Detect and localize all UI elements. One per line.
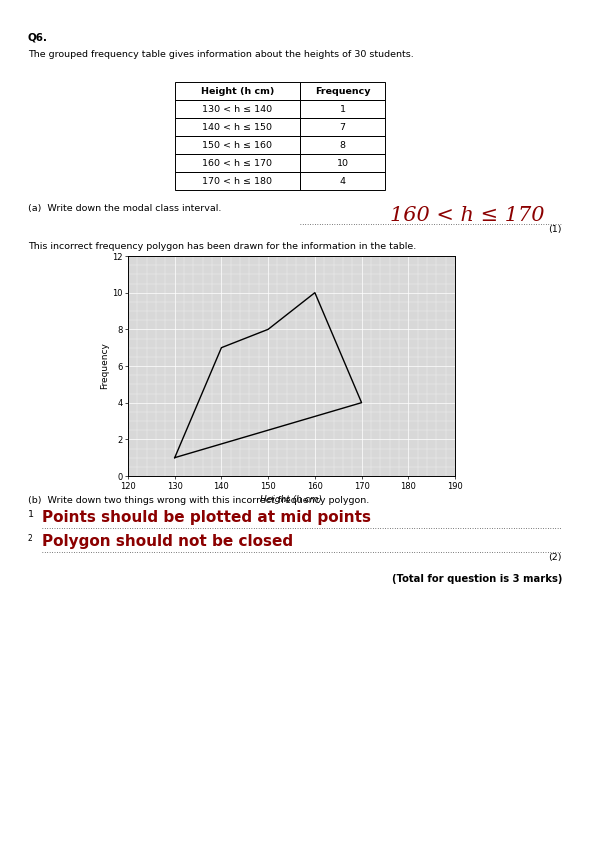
Text: Polygon should not be closed: Polygon should not be closed bbox=[42, 534, 293, 549]
Text: The grouped frequency table gives information about the heights of 30 students.: The grouped frequency table gives inform… bbox=[28, 50, 414, 59]
Bar bbox=[300, 136, 385, 154]
Text: 150 < h ≤ 160: 150 < h ≤ 160 bbox=[203, 141, 272, 150]
Bar bbox=[300, 118, 385, 136]
Text: 160 < h ≤ 170: 160 < h ≤ 170 bbox=[390, 206, 545, 225]
Bar bbox=[300, 82, 385, 100]
Text: (1): (1) bbox=[548, 225, 562, 234]
Bar bbox=[175, 154, 300, 172]
Bar bbox=[300, 172, 385, 190]
Bar bbox=[175, 118, 300, 136]
Text: 7: 7 bbox=[340, 122, 346, 131]
Text: Height (h cm): Height (h cm) bbox=[201, 87, 274, 95]
Text: 160 < h ≤ 170: 160 < h ≤ 170 bbox=[203, 158, 272, 168]
Bar bbox=[175, 100, 300, 118]
Bar bbox=[300, 100, 385, 118]
Text: 1: 1 bbox=[340, 104, 346, 114]
Text: (2): (2) bbox=[548, 553, 562, 562]
Text: 10: 10 bbox=[337, 158, 349, 168]
Y-axis label: Frequency: Frequency bbox=[100, 343, 109, 390]
Text: (Total for question is 3 marks): (Total for question is 3 marks) bbox=[392, 574, 562, 584]
Text: 2: 2 bbox=[28, 534, 33, 543]
Text: (a)  Write down the modal class interval.: (a) Write down the modal class interval. bbox=[28, 204, 221, 213]
Bar bbox=[300, 154, 385, 172]
Text: 130 < h ≤ 140: 130 < h ≤ 140 bbox=[203, 104, 272, 114]
Text: 4: 4 bbox=[340, 177, 346, 185]
Text: 170 < h ≤ 180: 170 < h ≤ 180 bbox=[203, 177, 272, 185]
Bar bbox=[175, 136, 300, 154]
Text: Points should be plotted at mid points: Points should be plotted at mid points bbox=[42, 510, 371, 525]
Text: Frequency: Frequency bbox=[315, 87, 370, 95]
Text: (b)  Write down two things wrong with this incorrect frequency polygon.: (b) Write down two things wrong with thi… bbox=[28, 496, 370, 505]
Text: 140 < h ≤ 150: 140 < h ≤ 150 bbox=[203, 122, 272, 131]
Text: 1: 1 bbox=[28, 510, 34, 519]
Text: 8: 8 bbox=[340, 141, 346, 150]
Text: This incorrect frequency polygon has been drawn for the information in the table: This incorrect frequency polygon has bee… bbox=[28, 242, 416, 251]
Text: Q6.: Q6. bbox=[28, 32, 48, 42]
X-axis label: Height (h cm): Height (h cm) bbox=[260, 495, 322, 504]
Bar bbox=[175, 82, 300, 100]
Bar bbox=[175, 172, 300, 190]
